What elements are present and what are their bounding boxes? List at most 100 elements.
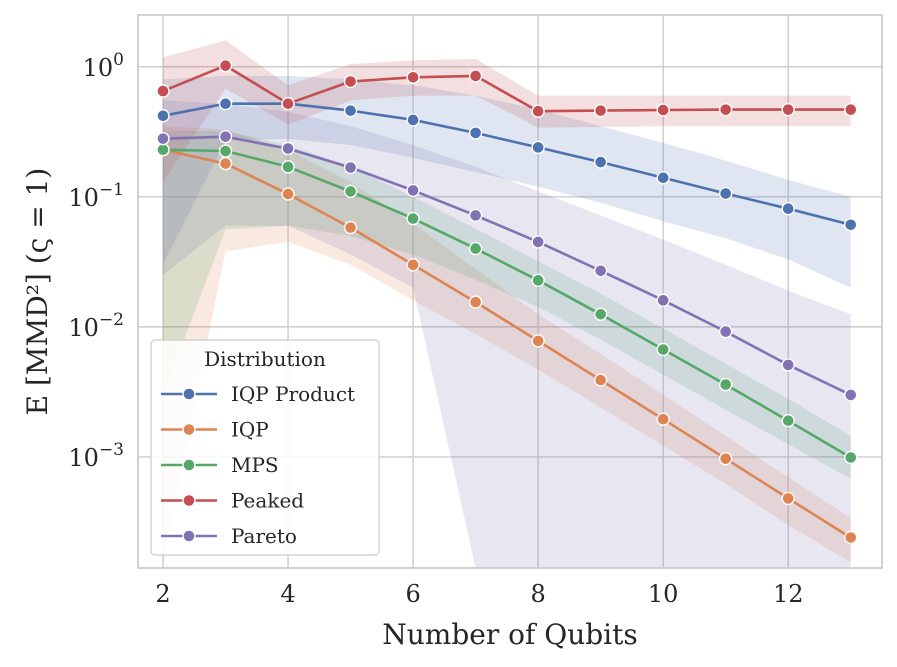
- pareto-point: [656, 293, 670, 308]
- pareto-point: [343, 160, 358, 175]
- mps-point: [156, 143, 170, 157]
- legend-label: MPS: [231, 453, 279, 477]
- x-tick-label: 12: [773, 580, 804, 608]
- iqp-product-point: [656, 171, 670, 185]
- pareto-band: [163, 100, 851, 568]
- mps-line: [162, 148, 852, 459]
- peaked-point: [781, 102, 795, 117]
- grid: [138, 15, 882, 568]
- iqp-point: [468, 295, 483, 309]
- pareto-point: [468, 208, 483, 223]
- legend-marker: [182, 387, 196, 401]
- iqp-point: [218, 156, 233, 171]
- legend-item-iqp: IQP: [161, 418, 269, 442]
- peaked-point: [281, 96, 295, 111]
- x-tick-label: 8: [530, 580, 545, 608]
- peaked-point: [406, 70, 420, 84]
- plot-frame: [137, 14, 883, 569]
- legend-label: IQP Product: [231, 382, 355, 406]
- peaked-point: [656, 103, 670, 117]
- iqp-product-band: [163, 75, 851, 288]
- peaked-band: [163, 40, 851, 183]
- x-axis-label: Number of Qubits: [382, 618, 637, 651]
- y-tick-label: 10−3: [68, 440, 124, 472]
- iqp-product-point: [218, 96, 233, 111]
- pareto-point: [218, 129, 233, 144]
- iqp-point: [531, 334, 545, 348]
- mps-point: [593, 307, 608, 321]
- pareto-point: [593, 264, 608, 278]
- x-tick-label: 4: [280, 580, 295, 608]
- legend-marker: [182, 529, 196, 543]
- legend-marker: [182, 493, 196, 508]
- iqp-product-line: [162, 102, 852, 226]
- x-tick-labels: 2 4 6 8 10 12: [155, 580, 803, 608]
- iqp-product-point: [781, 202, 795, 216]
- pareto-point: [281, 141, 295, 156]
- pareto-point: [406, 183, 420, 198]
- y-tick-labels: 10−3 10−2 10−1 100: [68, 50, 124, 472]
- legend: Distribution IQP Product IQP MPS Peaked Pare…: [150, 339, 380, 556]
- peaked-point: [531, 104, 545, 118]
- legend-items: IQP Product IQP MPS Peaked Pareto: [161, 382, 355, 548]
- iqp-product-point: [718, 186, 733, 201]
- legend-item-peaked: Peaked: [161, 489, 304, 513]
- legend-label: Peaked: [231, 489, 304, 513]
- peaked-point: [468, 69, 483, 83]
- y-tick-label: 10−1: [68, 180, 124, 212]
- peaked-line: [162, 64, 851, 113]
- mps-point: [844, 450, 858, 465]
- pareto-point: [781, 358, 795, 372]
- pareto-point: [531, 235, 545, 249]
- iqp-product-point: [593, 155, 608, 169]
- peaked-point: [718, 102, 733, 117]
- pareto-point: [718, 324, 733, 339]
- legend-label: IQP: [231, 418, 269, 442]
- x-tick-label: 2: [155, 580, 170, 608]
- legend-marker: [182, 422, 196, 437]
- iqp-point: [281, 187, 295, 201]
- iqp-point: [656, 412, 670, 426]
- iqp-product-point: [343, 103, 358, 118]
- legend-marker: [182, 458, 196, 472]
- iqp-band: [163, 126, 851, 563]
- peaked-point: [593, 103, 608, 118]
- iqp-product-point: [156, 109, 170, 123]
- peaked-point: [343, 74, 358, 89]
- iqp-line: [162, 148, 852, 539]
- x-tick-label: 10: [648, 580, 679, 608]
- iqp-point: [343, 220, 358, 235]
- iqp-point: [781, 491, 795, 506]
- iqp-product-point: [468, 126, 483, 140]
- pareto-point: [844, 388, 858, 402]
- y-tick-label: 10−2: [68, 310, 124, 342]
- legend-item-iqp-product: IQP Product: [161, 382, 355, 406]
- legend-title: Distribution: [204, 347, 326, 371]
- peaked-point: [844, 102, 858, 117]
- mps-point: [656, 342, 670, 357]
- mps-point: [468, 241, 483, 256]
- series-lines: [162, 64, 852, 539]
- iqp-point: [844, 530, 858, 545]
- series-points: [156, 58, 858, 545]
- legend-label: Pareto: [231, 524, 297, 548]
- mps-point: [531, 273, 545, 288]
- legend-item-pareto: Pareto: [161, 524, 297, 548]
- pareto-point: [156, 131, 170, 146]
- iqp-product-point: [844, 218, 858, 232]
- iqp-point: [718, 451, 733, 466]
- pareto-line: [162, 135, 852, 397]
- mps-point: [781, 413, 795, 428]
- y-tick-label: 100: [83, 50, 124, 82]
- iqp-product-point: [406, 113, 420, 127]
- peaked-point: [218, 58, 233, 73]
- y-axis-label: E [MMD²] (ς = 1): [21, 168, 54, 416]
- mps-point: [218, 144, 233, 158]
- iqp-point: [593, 373, 608, 387]
- mps-point: [718, 377, 733, 392]
- legend-box: [150, 339, 380, 556]
- iqp-product-point: [531, 140, 545, 155]
- x-tick-label: 6: [405, 580, 420, 608]
